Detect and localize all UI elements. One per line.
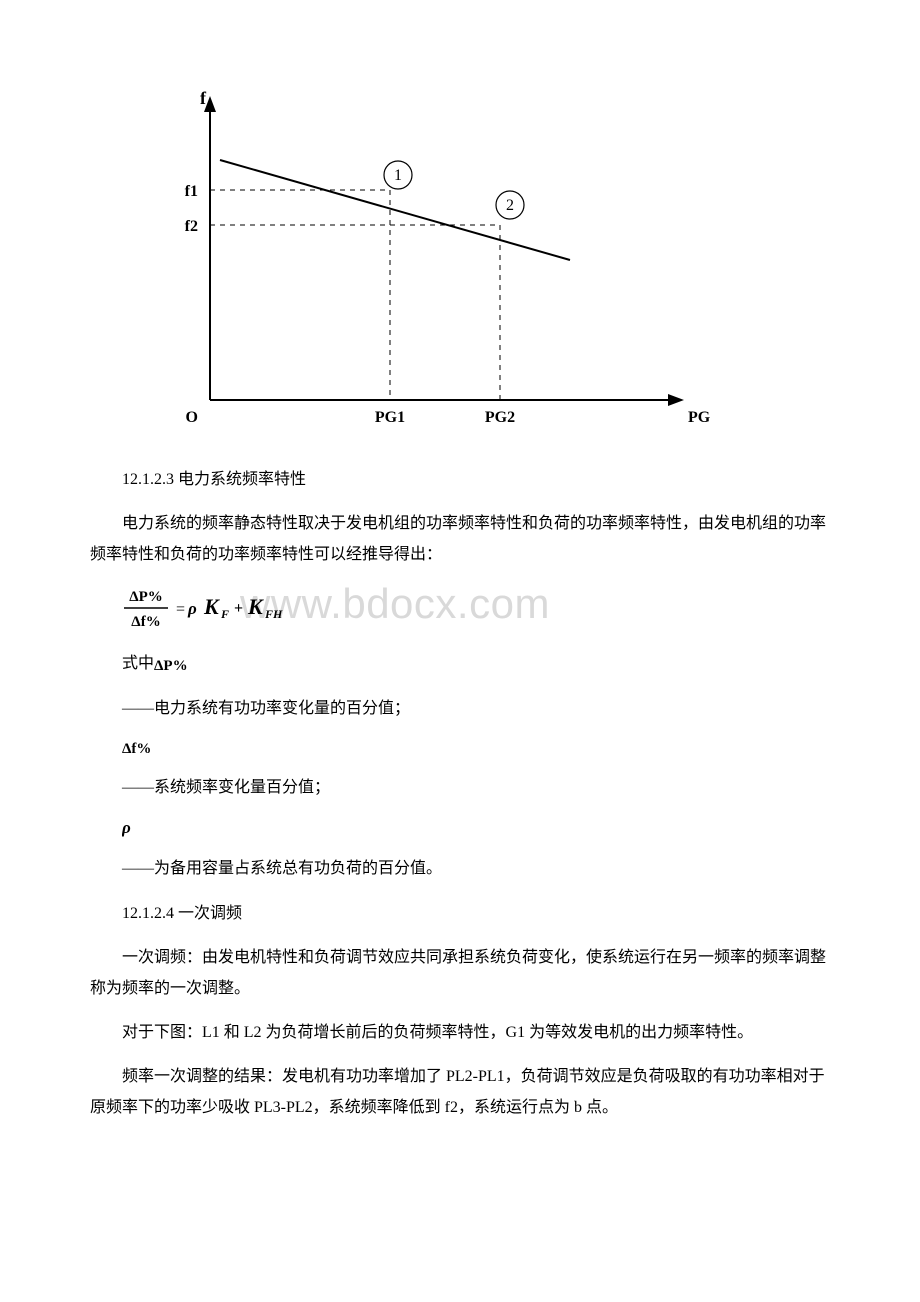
section-heading-1: 12.1.2.3 电力系统频率特性	[90, 465, 830, 495]
paragraph: 一次调频：由发电机特性和负荷调节效应共同承担系统负荷变化，使系统运行在另一频率的…	[90, 943, 830, 1004]
svg-text:PG2: PG2	[485, 409, 515, 426]
formula-intro-line: 式中ΔP%	[90, 649, 830, 679]
formula-intro: 式中	[122, 655, 154, 672]
paragraph: 频率一次调整的结果：发电机有功功率增加了 PL2-PL1，负荷调节效应是负荷吸取…	[90, 1062, 830, 1123]
symbol-dp-inline: ΔP%	[154, 656, 204, 674]
frequency-chart: f PG Of1 f2 PG1 PG2 1 2	[150, 80, 830, 435]
desc-dp: ——电力系统有功功率变化量的百分值；	[90, 694, 830, 724]
paragraph: 电力系统的频率静态特性取决于发电机组的功率频率特性和负荷的功率频率特性，由发电机…	[90, 509, 830, 570]
desc-df: ——系统频率变化量百分值；	[90, 773, 830, 803]
svg-text:K: K	[203, 594, 220, 619]
svg-text:K: K	[247, 594, 264, 619]
svg-text:2: 2	[506, 197, 514, 214]
svg-text:f2: f2	[185, 218, 198, 235]
svg-text:ρ: ρ	[122, 818, 131, 837]
svg-text:ΔP%: ΔP%	[154, 658, 188, 674]
section-heading-2: 12.1.2.4 一次调频	[90, 899, 830, 929]
svg-text:F: F	[220, 607, 229, 621]
svg-text:Δf%: Δf%	[131, 614, 160, 630]
svg-text:O: O	[186, 409, 198, 426]
section-number: 12.1.2.3	[122, 471, 174, 488]
symbol-df: Δf%	[122, 738, 830, 763]
svg-text:f1: f1	[185, 183, 198, 200]
svg-text:ρ: ρ	[187, 599, 197, 618]
svg-text:PG: PG	[688, 409, 710, 426]
formula: ΔP%Δf%=ρKF+KFH	[122, 584, 830, 639]
section-title-text: 一次调频	[178, 905, 242, 922]
section-title-text: 电力系统频率特性	[178, 471, 306, 488]
svg-text:f: f	[200, 88, 207, 108]
section-number: 12.1.2.4	[122, 905, 174, 922]
svg-text:FH: FH	[264, 607, 283, 621]
svg-text:ΔP%: ΔP%	[129, 589, 163, 605]
symbol-rho: ρ	[122, 817, 830, 844]
svg-text:Δf%: Δf%	[122, 741, 151, 757]
desc-rho: ——为备用容量占系统总有功负荷的百分值。	[90, 854, 830, 884]
svg-text:+: +	[234, 600, 243, 617]
svg-text:1: 1	[394, 167, 402, 184]
svg-text:=: =	[176, 601, 185, 618]
svg-text:PG1: PG1	[375, 409, 405, 426]
paragraph: 对于下图：L1 和 L2 为负荷增长前后的负荷频率特性，G1 为等效发电机的出力…	[90, 1018, 830, 1048]
